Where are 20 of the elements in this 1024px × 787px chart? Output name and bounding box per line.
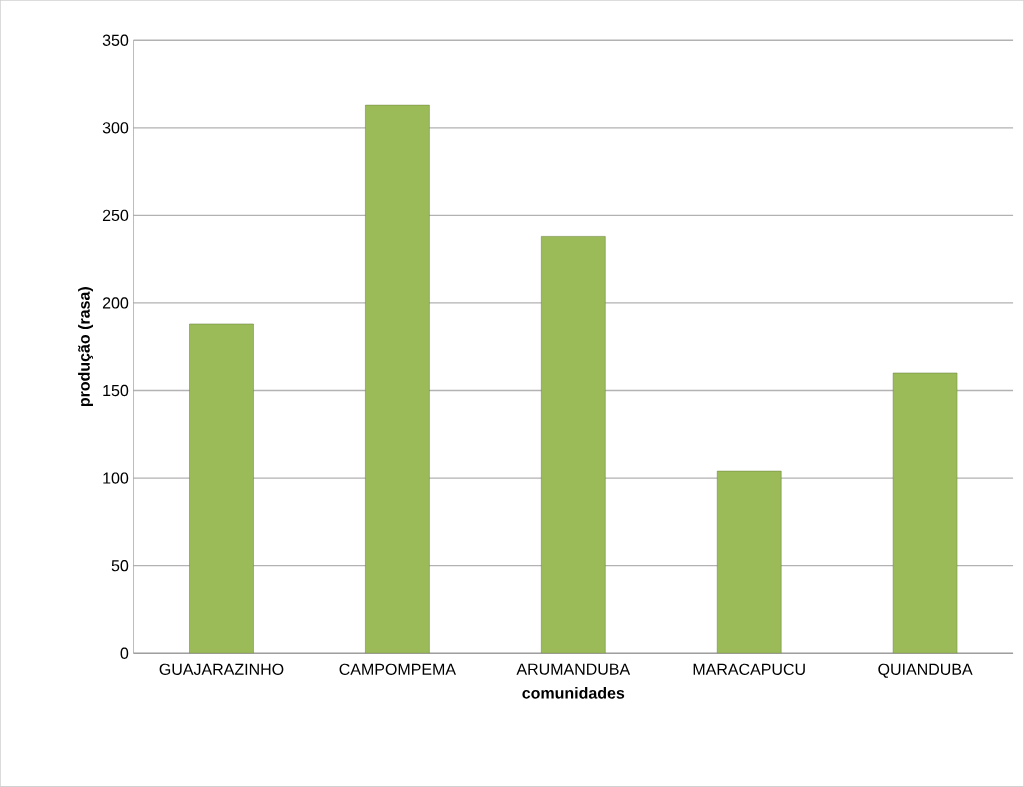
y-tick-label: 100 (103, 472, 129, 484)
x-tick-label: GUAJARAZINHO (159, 663, 284, 676)
y-tick-label: 150 (103, 384, 129, 397)
x-tick-label: ARUMANDUBA (516, 663, 631, 675)
bar (716, 470, 782, 654)
y-tick-label: 200 (102, 297, 129, 309)
y-tick-label: 300 (102, 122, 129, 134)
bar (189, 323, 254, 654)
bar (541, 236, 606, 654)
y-axis-title: produção (rasa) (78, 287, 93, 407)
y-tick-label: 350 (102, 34, 129, 46)
bar (892, 372, 958, 654)
y-tick-label: 250 (102, 209, 129, 222)
bar (365, 104, 430, 654)
x-tick-label: QUIANDUBA (878, 663, 973, 678)
y-tick-label: 50 (111, 560, 129, 572)
x-axis-title: comunidades (522, 687, 625, 699)
y-tick-label: 0 (120, 647, 129, 660)
x-tick-label: MARACAPUCU (693, 663, 805, 676)
x-tick-label: CAMPOMPEMA (339, 663, 457, 676)
